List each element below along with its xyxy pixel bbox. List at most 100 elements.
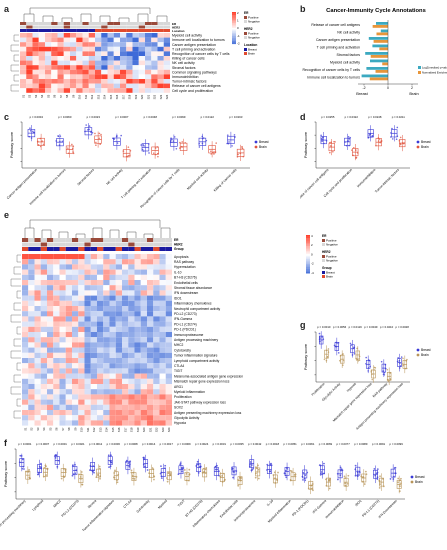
heatmap-cell bbox=[59, 410, 66, 416]
heatmap-cell bbox=[40, 264, 47, 270]
heatmap-row-label: Proliferation bbox=[174, 395, 192, 399]
heatmap-cell bbox=[28, 342, 35, 348]
heatmap-cell bbox=[76, 65, 83, 70]
data-point bbox=[216, 464, 218, 467]
heatmap-cell bbox=[72, 300, 79, 306]
data-point bbox=[347, 136, 350, 138]
heatmap-cell bbox=[34, 295, 41, 301]
heatmap-row-label: Endothelial cells bbox=[174, 281, 198, 285]
heatmap-cell bbox=[165, 254, 172, 260]
heatmap-cell bbox=[78, 389, 85, 395]
bar-teal bbox=[366, 67, 388, 70]
data-point bbox=[151, 467, 154, 469]
heatmap-cell bbox=[90, 306, 97, 312]
heatmap-cell bbox=[28, 316, 35, 322]
her2-track-cell bbox=[163, 25, 170, 29]
legend-gradient-step bbox=[306, 236, 310, 239]
legend-swatch bbox=[244, 52, 247, 55]
her2-track-cell bbox=[103, 242, 110, 247]
data-point bbox=[236, 156, 239, 158]
location-track-cell bbox=[32, 29, 39, 32]
category-label: MHC2 bbox=[52, 499, 62, 509]
column-label: S22 bbox=[153, 94, 157, 99]
data-point bbox=[181, 470, 183, 473]
category-label: B7-H3 (CD276) bbox=[184, 499, 203, 518]
heatmap-cell bbox=[103, 368, 110, 374]
group-track-cell bbox=[65, 247, 72, 251]
p-value-label: p = 0.0004 bbox=[30, 115, 44, 119]
heatmap-cell bbox=[28, 264, 35, 270]
heatmap-cell bbox=[45, 46, 52, 52]
data-point bbox=[172, 140, 175, 142]
data-point bbox=[154, 147, 157, 149]
row-dendrogram-branch bbox=[10, 278, 21, 287]
er-track-cell bbox=[115, 238, 122, 242]
data-point bbox=[210, 150, 212, 153]
group-track-cell bbox=[103, 247, 110, 251]
heatmap-cell bbox=[78, 290, 85, 296]
heatmap-cell bbox=[34, 352, 41, 358]
heatmap-cell bbox=[120, 65, 127, 70]
er-track-cell bbox=[28, 238, 35, 242]
heatmap-cell bbox=[59, 300, 66, 306]
heatmap-cell bbox=[26, 88, 33, 93]
heatmap-cell bbox=[126, 88, 133, 93]
data-point bbox=[346, 482, 349, 485]
heatmap-cell bbox=[53, 332, 60, 338]
heatmap-cell bbox=[115, 326, 122, 332]
heatmap-cell bbox=[97, 337, 104, 343]
heatmap-cell bbox=[40, 342, 47, 348]
heatmap-cell bbox=[115, 394, 122, 400]
heatmap-cell bbox=[159, 269, 166, 275]
heatmap-cell bbox=[47, 373, 54, 379]
heatmap-cell bbox=[88, 69, 95, 75]
heatmap-cell bbox=[103, 384, 110, 390]
her2-track-cell bbox=[51, 25, 58, 29]
heatmap-row-label: T cell priming and activation bbox=[172, 47, 215, 51]
heatmap-cell bbox=[78, 368, 85, 374]
heatmap-cell bbox=[78, 404, 85, 410]
heatmap-cell bbox=[78, 337, 85, 343]
heatmap-cell bbox=[165, 358, 172, 364]
heatmap-cell bbox=[65, 420, 72, 426]
p-value-label: p = 0.0163 bbox=[229, 115, 243, 119]
heatmap-cell bbox=[163, 88, 170, 93]
heatmap-cell bbox=[40, 321, 47, 327]
category-label: Killing of cancer cells bbox=[213, 168, 238, 193]
heatmap-cell bbox=[78, 254, 85, 260]
er-track-cell bbox=[22, 238, 29, 242]
heatmap-cell bbox=[147, 347, 154, 353]
heatmap-cell bbox=[78, 295, 85, 301]
heatmap-cell bbox=[32, 60, 39, 66]
heatmap-cell bbox=[47, 337, 54, 343]
legend-label: Brain bbox=[415, 480, 423, 484]
heatmap-cell bbox=[115, 368, 122, 374]
heatmap-cell bbox=[109, 420, 116, 426]
heatmap-cell bbox=[78, 410, 85, 416]
data-point bbox=[367, 136, 370, 139]
heatmap-cell bbox=[57, 60, 64, 66]
heatmap-cell bbox=[26, 65, 33, 70]
column-label: S10 bbox=[80, 427, 84, 432]
legend-gradient-step bbox=[232, 16, 236, 19]
heatmap-cell bbox=[95, 56, 102, 61]
location-track-cell bbox=[95, 29, 102, 32]
data-point bbox=[130, 471, 133, 474]
location-track-cell bbox=[63, 29, 70, 32]
column-label: S4 bbox=[42, 427, 46, 431]
legend-swatch bbox=[244, 20, 247, 23]
data-point bbox=[351, 149, 353, 151]
location-track-cell bbox=[51, 29, 58, 32]
heatmap-cell bbox=[84, 259, 91, 265]
column-label: S15 bbox=[111, 427, 115, 432]
heatmap-cell bbox=[109, 404, 116, 410]
heatmap-row-label: Glycolytic Activity bbox=[174, 416, 200, 420]
heatmap-cell bbox=[115, 363, 122, 369]
data-point bbox=[125, 461, 127, 464]
data-point bbox=[211, 151, 214, 154]
column-label: S24 bbox=[165, 94, 169, 99]
heatmap-cell bbox=[76, 79, 83, 84]
heatmap-cell bbox=[90, 358, 97, 364]
data-point bbox=[352, 147, 355, 149]
heatmap-cell bbox=[53, 274, 60, 280]
